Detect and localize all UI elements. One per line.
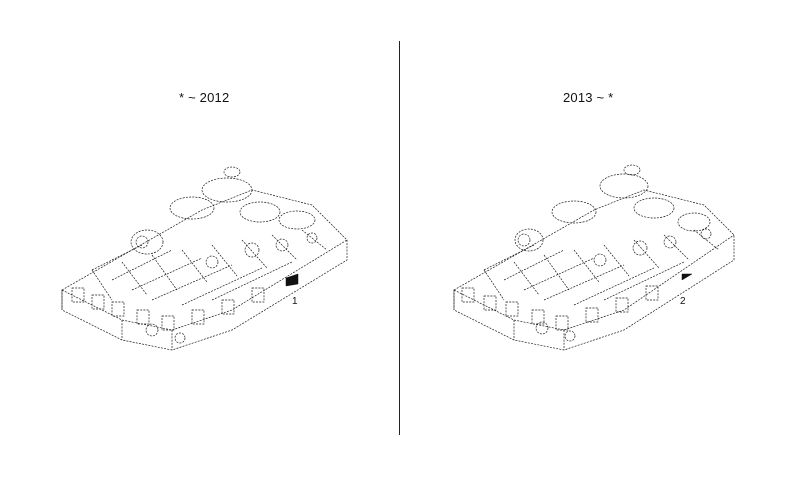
- callout-number-left: 1: [292, 296, 298, 307]
- callout-marker-right: [681, 273, 693, 281]
- period-label-left: * ~ 2012: [179, 90, 230, 105]
- right-panel: 2013 ~ * 2: [400, 0, 800, 482]
- cylinder-head-drawing-right: [453, 164, 735, 351]
- left-panel: * ~ 2012 1: [61, 90, 348, 351]
- cylinder-head-drawing-left: [61, 166, 348, 351]
- callout-number-right: 2: [680, 296, 686, 307]
- period-label-right: 2013 ~ *: [563, 90, 614, 105]
- panel-divider: [399, 41, 400, 435]
- callout-marker-left: [285, 273, 299, 287]
